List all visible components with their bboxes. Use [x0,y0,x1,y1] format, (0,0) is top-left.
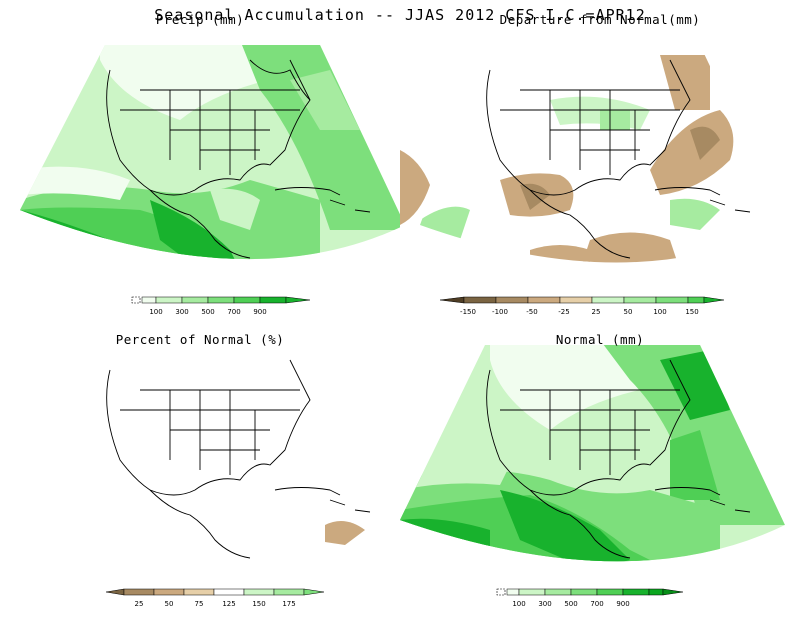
departure-map [400,45,785,263]
precip-title: Precip (mm) [155,12,245,27]
departure-legend-label: 100 [653,308,666,316]
departure-legend-label: -100 [492,308,508,316]
normal-legend-swatches [496,588,684,596]
precip-map [20,45,400,260]
panel-percent: Percent of Normal (%) [0,320,400,620]
precip-legend-label: 900 [253,308,266,316]
percent-legend-label: 75 [195,600,204,608]
percent-map [20,345,400,560]
departure-legend: -150 -100 -50 -25 25 50 100 150 [430,292,730,320]
precip-boundaries [106,59,371,259]
normal-boundaries [486,359,751,559]
percent-title: Percent of Normal (%) [115,332,285,347]
departure-legend-label: -150 [460,308,476,316]
panel-precip: Precip (mm) [0,0,400,300]
panel-normal: Normal (mm) [400,320,800,620]
normal-legend: 100 300 500 700 900 [485,584,695,612]
percent-boundaries [106,359,371,559]
main-title: Seasonal Accumulation -- JJAS 2012 CFS I… [154,6,646,24]
precip-legend-label: 100 [149,308,162,316]
normal-map [400,345,785,562]
percent-legend: 25 50 75 125 150 175 [100,584,340,612]
departure-boundaries [486,59,751,259]
precip-legend: 100 300 500 700 900 [120,292,320,320]
panel-departure: Departure from Normal(mm) [400,0,800,300]
departure-legend-label: -50 [526,308,537,316]
percent-legend-swatches [105,588,325,596]
normal-legend-label: 300 [538,600,551,608]
departure-legend-swatches [439,296,725,304]
precip-legend-label: 300 [175,308,188,316]
precip-legend-label: 500 [201,308,214,316]
percent-legend-label: 125 [222,600,235,608]
percent-legend-label: 150 [252,600,265,608]
normal-legend-label: 700 [590,600,603,608]
percent-legend-label: 50 [165,600,174,608]
normal-field [400,345,785,562]
departure-legend-label: 50 [624,308,633,316]
departure-legend-label: 25 [592,308,601,316]
normal-legend-label: 100 [512,600,525,608]
normal-legend-label: 500 [564,600,577,608]
normal-legend-label: 900 [616,600,629,608]
precip-legend-swatches [131,296,311,304]
departure-legend-label: -25 [558,308,569,316]
percent-legend-label: 175 [282,600,295,608]
departure-legend-label: 150 [685,308,698,316]
departure-anomaly-west [400,150,430,225]
normal-title: Normal (mm) [555,332,645,347]
departure-title: Departure from Normal(mm) [499,12,701,27]
percent-legend-label: 25 [135,600,144,608]
precip-legend-label: 700 [227,308,240,316]
